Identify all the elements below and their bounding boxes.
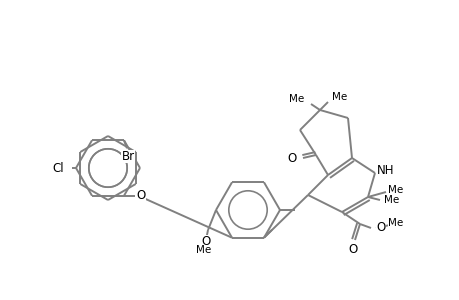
Text: O: O <box>136 189 146 202</box>
Text: O: O <box>287 152 296 164</box>
Text: Me: Me <box>332 92 347 102</box>
Text: Me: Me <box>387 185 403 195</box>
Text: O: O <box>375 221 385 235</box>
Text: NH: NH <box>376 164 394 178</box>
Text: Br: Br <box>121 150 134 163</box>
Text: O: O <box>347 244 357 256</box>
Text: Cl: Cl <box>52 161 64 175</box>
Text: Me: Me <box>384 195 399 205</box>
Text: Me: Me <box>289 94 304 104</box>
Text: Me: Me <box>196 245 211 255</box>
Text: O: O <box>201 236 210 248</box>
Text: Me: Me <box>387 218 403 228</box>
